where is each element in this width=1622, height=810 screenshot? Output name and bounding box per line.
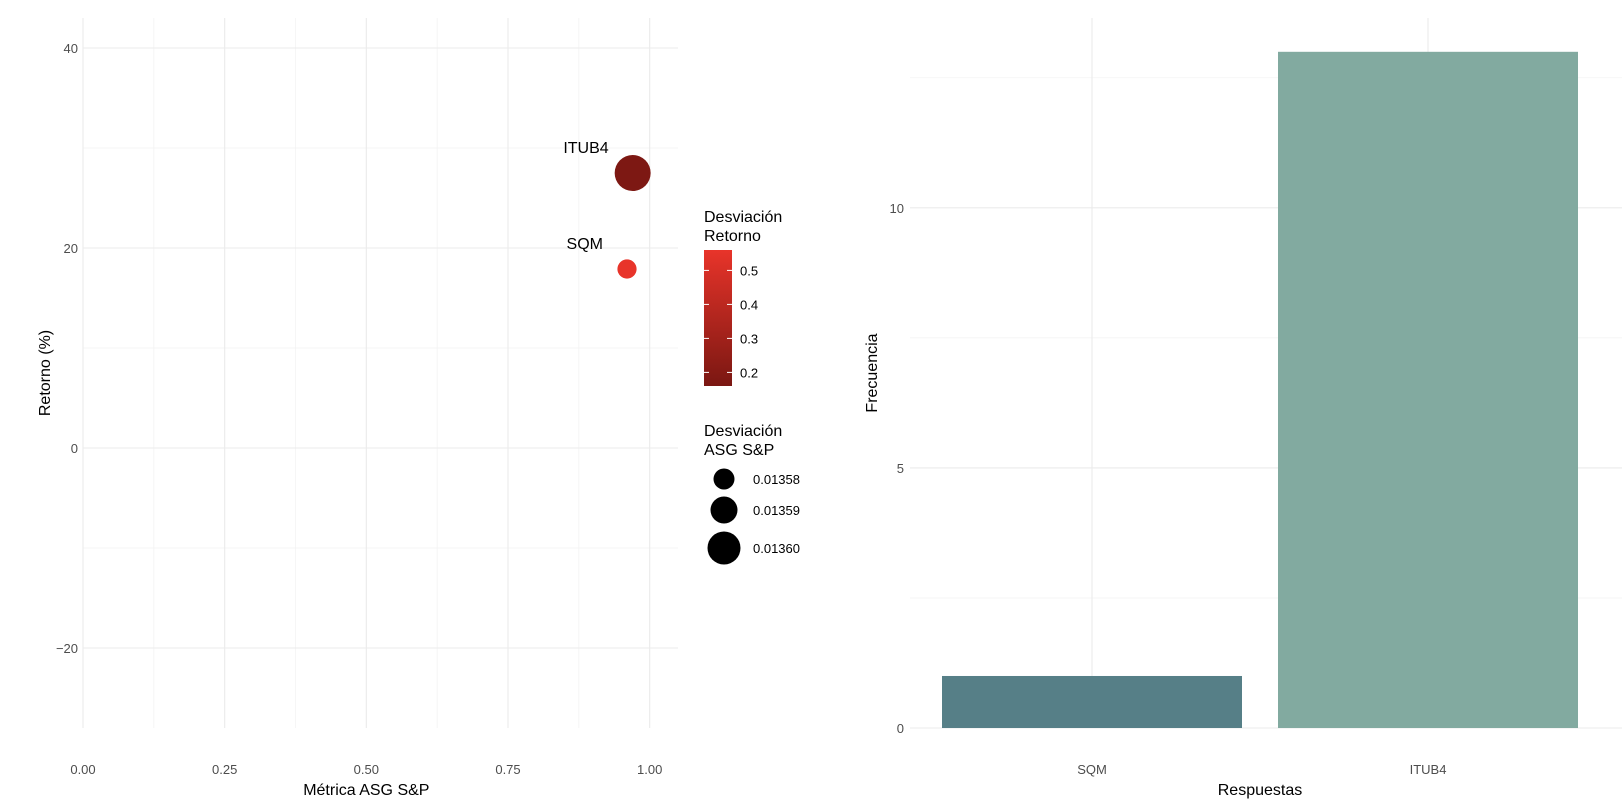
size-legend-label: 0.01359 <box>753 503 800 518</box>
color-legend-label: 0.2 <box>740 365 758 380</box>
size-legend-key <box>710 496 738 524</box>
bar-y-axis-title: Frecuencia <box>864 333 881 412</box>
scatter-y-tick-label: 40 <box>64 41 78 56</box>
bar-bars <box>942 51 1578 729</box>
color-legend-label: 0.5 <box>740 263 758 278</box>
color-legend-label: 0.3 <box>740 331 758 346</box>
scatter-points <box>614 155 651 279</box>
size-legend-title-line1: Desviación <box>704 423 782 440</box>
color-legend: Desviación Retorno 0.5 0.4 0.3 0.2 <box>704 209 782 386</box>
bar-x-tick-labels: SQM ITUB4 <box>1077 762 1446 777</box>
scatter-point-itub4 <box>614 155 651 191</box>
size-legend-title-line2: ASG S&P <box>704 442 774 459</box>
bar-x-tick-label: SQM <box>1077 762 1107 777</box>
scatter-x-tick-label: 1.00 <box>637 762 662 777</box>
scatter-x-axis-title: Métrica ASG S&P <box>303 782 429 799</box>
size-legend-label: 0.01360 <box>753 541 800 556</box>
bar-y-tick-label: 5 <box>897 461 904 476</box>
bar-chart-panel: SQM ITUB4 0 5 10 Respuestas Frecuencia <box>864 18 1622 799</box>
color-legend-label: 0.4 <box>740 297 758 312</box>
bar-itub4 <box>1278 51 1578 729</box>
scatter-grid <box>82 18 678 728</box>
scatter-y-tick-label: 0 <box>71 441 78 456</box>
size-legend-label: 0.01358 <box>753 472 800 487</box>
size-legend-key <box>707 531 741 565</box>
scatter-x-tick-label: 0.25 <box>212 762 237 777</box>
scatter-x-tick-label: 0.50 <box>354 762 379 777</box>
scatter-x-tick-label: 0.00 <box>70 762 95 777</box>
color-legend-title-line2: Retorno <box>704 228 761 245</box>
scatter-plot-panel: ITUB4 SQM 0.00 0.25 0.50 0.75 1.00 −20 0 20 40 M… <box>37 18 678 799</box>
bar-x-tick-label: ITUB4 <box>1410 762 1447 777</box>
color-legend-labels: 0.5 0.4 0.3 0.2 <box>740 263 758 380</box>
color-legend-gradient <box>704 250 732 386</box>
bar-sqm <box>942 675 1242 728</box>
size-legend: Desviación ASG S&P 0.01358 0.01359 0.01360 <box>704 423 800 565</box>
scatter-point-labels: ITUB4 SQM <box>563 140 608 253</box>
scatter-point-label: SQM <box>567 236 603 253</box>
size-legend-keys: 0.01358 0.01359 0.01360 <box>707 468 800 565</box>
color-legend-title-line1: Desviación <box>704 209 782 226</box>
bar-y-tick-labels: 0 5 10 <box>890 201 904 736</box>
bar-x-axis-title: Respuestas <box>1218 782 1303 799</box>
scatter-x-tick-label: 0.75 <box>495 762 520 777</box>
color-legend-bar <box>704 250 732 386</box>
scatter-point-sqm <box>617 259 637 279</box>
size-legend-key <box>713 468 735 490</box>
scatter-y-tick-labels: −20 0 20 40 <box>56 41 78 656</box>
scatter-x-tick-labels: 0.00 0.25 0.50 0.75 1.00 <box>70 762 662 777</box>
scatter-y-axis-title: Retorno (%) <box>37 330 54 416</box>
scatter-y-tick-label: 20 <box>64 241 78 256</box>
scatter-point-label: ITUB4 <box>563 140 608 157</box>
bar-y-tick-label: 10 <box>890 201 904 216</box>
scatter-y-tick-label: −20 <box>56 641 78 656</box>
bar-y-tick-label: 0 <box>897 721 904 736</box>
